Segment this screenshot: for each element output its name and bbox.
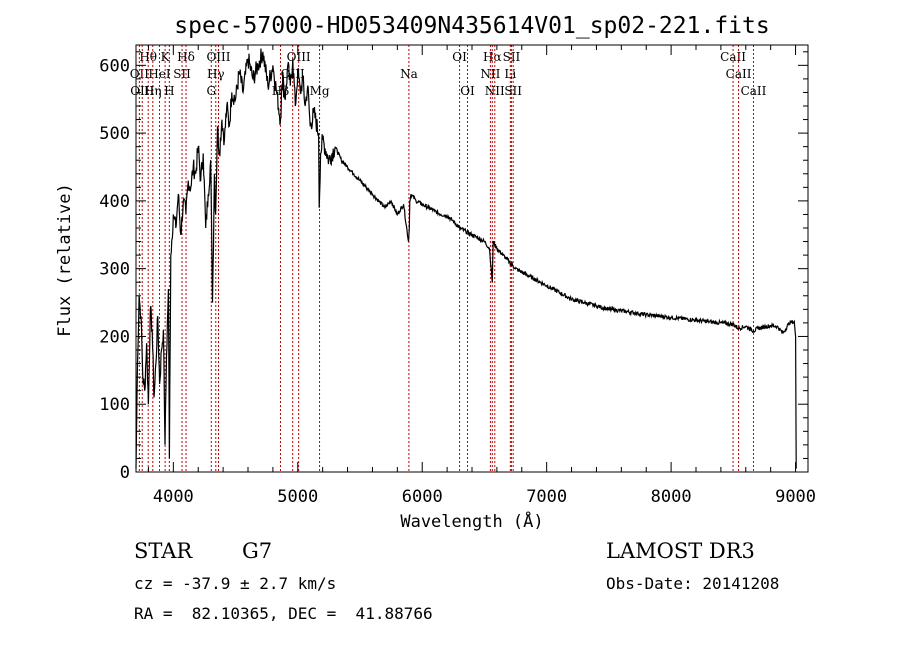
line-label-20: H [164,84,174,98]
line-label-14: Na [400,67,418,81]
line-label-8: CaII [720,50,746,64]
axis-ticks: 4000 5000 6000 7000 8000 9000 0 100 200 300 400 500… [99,45,816,507]
line-label-4: OIII [287,50,311,64]
flux-series-line [135,48,797,469]
coordinates: RA = 82.10365, DEC = 41.88766 [134,604,433,623]
x-tick-label-7000: 7000 [526,487,567,507]
line-label-27: CaII [741,84,767,98]
line-label-11: SII [173,67,191,81]
line-label-9: OII [130,67,150,81]
line-label-26: SII [504,84,522,98]
x-tick-label-9000: 9000 [775,487,816,507]
y-tick-label-0: 0 [120,463,130,483]
spectral-subclass: G7 [242,539,273,563]
y-tick-label-600: 600 [99,56,130,76]
y-tick-label-300: 300 [99,260,130,280]
plot-frame [135,44,809,473]
x-tick-label-8000: 8000 [651,487,692,507]
survey-name: LAMOST DR3 [606,539,755,563]
y-axis-label: Flux (relative) [55,183,75,337]
line-label-25: NII [485,84,505,98]
x-tick-label-6000: 6000 [402,487,443,507]
object-class: STAR [134,539,193,563]
line-label-1: K [161,50,171,64]
line-label-21: G [206,84,216,98]
line-label-24: OI [460,84,475,98]
line-label-15: NII [480,67,500,81]
line-label-16: Li [504,67,516,81]
line-label-12: Hγ [207,67,225,81]
line-label-10: HeI [148,67,171,81]
line-label-2: Hδ [177,50,195,64]
y-tick-label-200: 200 [99,327,130,347]
line-label-7: SII [503,50,521,64]
y-tick-label-500: 500 [99,124,130,144]
radial-velocity: cz = -37.9 ± 2.7 km/s [134,574,337,593]
x-tick-label-5000: 5000 [277,487,318,507]
y-tick-label-100: 100 [99,395,130,415]
x-tick-label-4000: 4000 [153,487,194,507]
line-label-19: Hη [144,84,162,98]
line-label-17: CaII [726,67,752,81]
line-label-23: Mg [310,84,330,98]
x-axis-label: Wavelength (Å) [400,510,543,532]
y-tick-label-400: 400 [99,192,130,212]
line-label-5: OI [452,50,467,64]
chart-title: spec-57000-HD053409N435614V01_sp02-221.f… [174,13,769,39]
line-label-3: OIII [206,50,230,64]
line-label-6: Hα [483,50,502,64]
observation-date: Obs-Date: 20141208 [606,574,780,593]
